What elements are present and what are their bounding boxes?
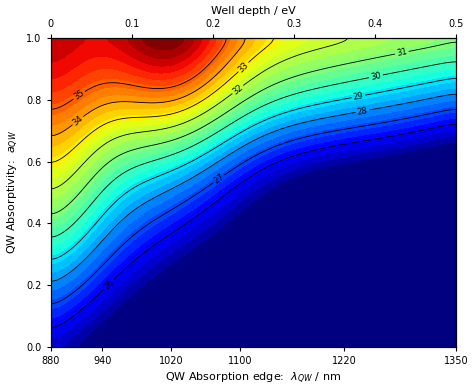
Text: 30: 30 — [370, 71, 382, 82]
Text: 29: 29 — [353, 91, 365, 102]
X-axis label: Well depth / eV: Well depth / eV — [211, 5, 296, 16]
Text: 33: 33 — [237, 60, 250, 74]
Text: 27: 27 — [212, 172, 226, 186]
Y-axis label: QW Absorptivity:  $a_{QW}$: QW Absorptivity: $a_{QW}$ — [6, 131, 21, 254]
X-axis label: QW Absorption edge:  $\lambda_{QW}$ / nm: QW Absorption edge: $\lambda_{QW}$ / nm — [165, 371, 341, 387]
Text: 34: 34 — [71, 114, 85, 127]
Text: 26: 26 — [102, 278, 116, 291]
Text: 35: 35 — [72, 89, 86, 102]
Text: 31: 31 — [396, 47, 408, 58]
Text: 28: 28 — [356, 106, 369, 116]
Text: 32: 32 — [231, 83, 245, 96]
